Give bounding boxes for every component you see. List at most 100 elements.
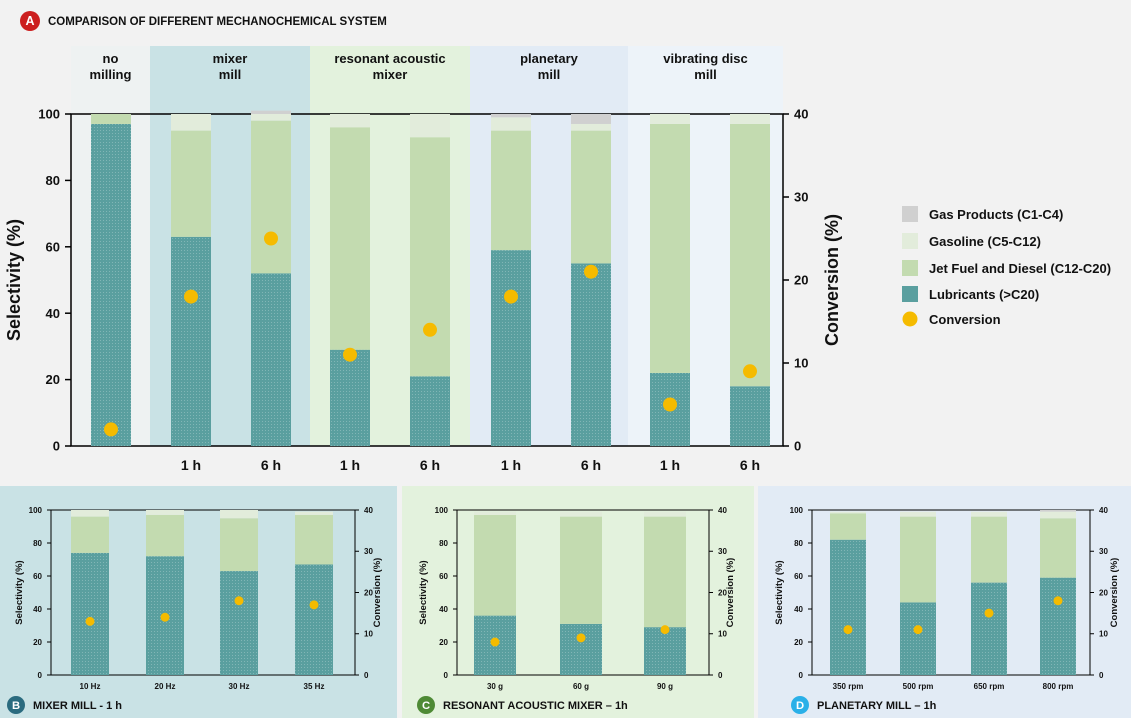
- conversion-point: [343, 347, 357, 362]
- bar-segment-jet: [971, 516, 1007, 583]
- conversion-point: [984, 608, 994, 618]
- panel-letter: B: [12, 700, 20, 712]
- y2-tick-label: 0: [794, 439, 801, 454]
- legend-label: Jet Fuel and Diesel (C12-C20): [929, 261, 1111, 276]
- bar-segment-gasoline: [146, 510, 184, 515]
- bar-segment-jet: [71, 516, 109, 553]
- bar-segment-gas: [1040, 510, 1076, 512]
- panel-A: no milling mixer mill resonant acoustic mixer…: [4, 11, 842, 473]
- y2-tick-label: 20: [364, 588, 373, 597]
- y2-tick-label: 10: [364, 630, 373, 639]
- conversion-point: [160, 612, 170, 622]
- y2-tick-label: 40: [794, 107, 808, 122]
- y-tick-label: 60: [439, 572, 448, 581]
- y-tick-label: 0: [38, 671, 43, 680]
- y2-tick-label: 0: [718, 671, 723, 680]
- panel-letter: D: [796, 700, 804, 712]
- y2-tick-label: 40: [718, 506, 727, 515]
- category-label: 35 Hz: [304, 682, 325, 691]
- bar-segment-gasoline: [251, 114, 291, 121]
- y-axis-label: Selectivity (%): [4, 219, 24, 341]
- bar-texture: [830, 539, 866, 675]
- category-label: 60 g: [573, 682, 589, 691]
- conversion-point: [1053, 596, 1063, 606]
- y-tick-label: 20: [439, 638, 448, 647]
- y2-tick-label: 30: [1099, 547, 1108, 556]
- bar-segment-jet: [171, 130, 211, 237]
- y-axis-label: Selectivity (%): [14, 560, 25, 624]
- legend-label: Gas Products (C1-C4): [929, 207, 1063, 222]
- category-label: 800 rpm: [1043, 682, 1074, 691]
- bar-texture: [730, 386, 770, 446]
- conversion-point: [584, 264, 598, 279]
- panel-B: 10 Hz 20 Hz 30 Hz 35 Hz 0 20 40 60 80 100 0 10 20 30 4…: [7, 506, 383, 714]
- bar-texture: [491, 250, 531, 446]
- conversion-point: [234, 596, 244, 606]
- y-tick-label: 40: [46, 306, 60, 321]
- bar-segment-gasoline: [571, 123, 611, 131]
- bar-segment-jet: [474, 514, 516, 616]
- conversion-point: [843, 625, 853, 635]
- category-label: 1 h: [501, 457, 521, 473]
- panel-badge: [7, 696, 25, 714]
- y-tick-label: 100: [435, 506, 449, 515]
- bar-segment-jet: [560, 516, 602, 624]
- y2-tick-label: 10: [718, 630, 727, 639]
- category-label: 90 g: [657, 682, 673, 691]
- y2-axis-label: Conversion (%): [1109, 558, 1120, 628]
- panel-title: RESONANT ACOUSTIC MIXER – 1h: [443, 700, 628, 712]
- y2-tick-label: 0: [364, 671, 369, 680]
- bar-segment-gasoline: [650, 114, 690, 124]
- y-axis-label: Selectivity (%): [418, 560, 429, 624]
- bar-segment-gasoline: [560, 511, 602, 517]
- bar-segment-jet: [491, 130, 531, 251]
- panel-title: COMPARISON OF DIFFERENT MECHANOCHEMICAL …: [48, 16, 387, 28]
- y2-tick-label: 10: [1099, 630, 1108, 639]
- panel-C: 30 g 60 g 90 g 0 20 40 60 80 100 0 10 20 30 40 Selecti…: [417, 506, 736, 714]
- group-label: vibrating disc mill: [663, 51, 748, 82]
- legend-swatch-gasoline: [902, 233, 918, 249]
- y2-tick-label: 20: [1099, 588, 1108, 597]
- legend-swatch-jet: [902, 260, 918, 276]
- bar-texture: [71, 552, 109, 675]
- y-tick-label: 100: [29, 506, 43, 515]
- bar-segment-gasoline: [830, 511, 866, 514]
- bar-segment-jet: [900, 516, 936, 603]
- y-tick-label: 80: [46, 173, 60, 188]
- bar-segment-gasoline: [330, 114, 370, 128]
- conversion-point: [184, 289, 198, 304]
- bar-segment-gasoline: [730, 114, 770, 124]
- bar-segment-jet: [730, 123, 770, 387]
- panel-badge: [791, 696, 809, 714]
- bar-segment-gasoline: [644, 511, 686, 517]
- panel-title: PLANETARY MILL – 1h: [817, 700, 937, 712]
- y-tick-label: 60: [33, 572, 42, 581]
- category-label: 1 h: [660, 457, 680, 473]
- bar-segment-gasoline: [171, 114, 211, 131]
- legend-swatch-gas: [902, 206, 918, 222]
- conversion-point: [576, 633, 586, 643]
- legend-label: Conversion: [929, 312, 1001, 327]
- group-label: mixer mill: [213, 51, 248, 82]
- panel-B-background: [0, 486, 397, 718]
- bar-segment-jet: [410, 137, 450, 377]
- y-tick-label: 0: [53, 439, 60, 454]
- bar-segment-jet: [571, 130, 611, 264]
- y-tick-label: 100: [790, 506, 804, 515]
- conversion-point: [663, 397, 677, 412]
- bar-segment-gasoline: [900, 511, 936, 517]
- bar-segment-jet: [146, 514, 184, 557]
- bar-segment-gasoline: [474, 511, 516, 515]
- y-tick-label: 40: [794, 605, 803, 614]
- conversion-point: [309, 600, 319, 610]
- conversion-point: [85, 616, 95, 626]
- bar-segment-gasoline: [491, 117, 531, 131]
- bar-segment-jet: [220, 518, 258, 572]
- y2-tick-label: 40: [1099, 506, 1108, 515]
- bar-texture: [295, 564, 333, 675]
- conversion-point: [423, 322, 437, 337]
- panel-D: 350 rpm 500 rpm 650 rpm 800 rpm020406080100…: [774, 506, 1120, 714]
- category-label: 500 rpm: [903, 682, 934, 691]
- y2-tick-label: 30: [364, 547, 373, 556]
